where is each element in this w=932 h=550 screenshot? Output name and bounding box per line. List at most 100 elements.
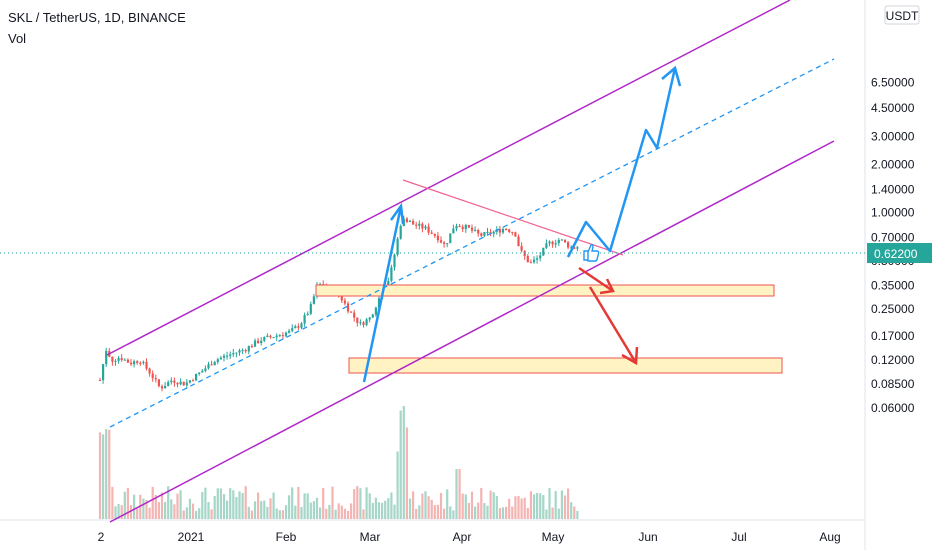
volume-bar: [492, 492, 495, 519]
volume-bar: [247, 506, 250, 519]
candle-body: [114, 360, 117, 362]
current-price-badge: [867, 243, 932, 263]
time-tick-7: Jul: [731, 530, 746, 544]
candle-body: [570, 247, 573, 249]
bearish-arrow-short[interactable]: [578, 266, 614, 293]
volume-bar: [226, 500, 229, 519]
candle-body: [136, 361, 139, 363]
volume-bar: [210, 509, 213, 519]
current-price-text: 0.62200: [874, 247, 918, 261]
time-tick-3: Mar: [360, 530, 381, 544]
currency-box[interactable]: [884, 5, 920, 25]
candle-body: [244, 350, 247, 352]
candle-body: [204, 368, 207, 371]
bullish-path-arrow[interactable]: [566, 67, 677, 258]
candle-body: [148, 368, 151, 374]
volume-bar: [449, 506, 452, 519]
candle-body: [257, 340, 260, 343]
volume-bar: [495, 496, 498, 519]
volume-bar: [111, 486, 114, 519]
time-tick-1: 2021: [178, 530, 205, 544]
candle-body: [133, 361, 136, 365]
channel-upper-line[interactable]: [106, 0, 791, 356]
volume-bar: [421, 493, 424, 519]
volume-bar: [464, 494, 467, 519]
candle-body: [433, 233, 436, 236]
time-tick-8: Aug: [819, 530, 840, 544]
volume-bar: [455, 469, 458, 519]
volume-bar: [105, 429, 108, 519]
candle-body: [470, 227, 474, 231]
volume-bar: [229, 488, 232, 519]
candle-body: [226, 355, 229, 357]
volume-bar: [257, 492, 260, 519]
volume-bar: [532, 494, 536, 519]
volume-bar: [377, 502, 381, 519]
volume-bar: [309, 502, 312, 519]
candle-body: [139, 362, 142, 364]
time-axis[interactable]: 2 2021 Feb Mar Apr May Jun Jul Aug: [98, 530, 841, 544]
resistance-line[interactable]: [402, 179, 624, 256]
candle-body: [551, 241, 554, 245]
volume-bar: [204, 487, 207, 519]
volume-bar: [195, 511, 198, 519]
volume-bar: [241, 493, 244, 519]
volume-bar: [129, 505, 133, 519]
volume-bar: [508, 498, 511, 519]
volume-bar: [331, 486, 334, 519]
candle-body: [498, 229, 501, 233]
volume-bar: [405, 427, 408, 519]
candle-body: [365, 319, 368, 325]
volume-bar: [263, 500, 266, 519]
volume-bar: [554, 491, 557, 519]
volume-bar: [415, 508, 418, 519]
volume-bar: [439, 492, 443, 519]
volume-bar: [381, 502, 384, 519]
volume-bar: [399, 410, 402, 519]
candle-body: [545, 243, 548, 248]
price-tick-3: 2.00000: [871, 158, 915, 172]
plot-area[interactable]: [0, 0, 865, 520]
candle-body: [480, 233, 483, 236]
volume-bar: [560, 490, 563, 519]
candle-body: [511, 232, 514, 233]
volume-bar: [176, 493, 179, 519]
volume-bar: [322, 487, 325, 519]
volume-bar: [489, 490, 492, 519]
candle-body: [532, 259, 536, 263]
bearish-arrow-long[interactable]: [588, 286, 638, 364]
candle-body: [362, 322, 365, 325]
candle-body: [160, 386, 164, 389]
time-tick-5: May: [542, 530, 565, 544]
volume-bar: [505, 506, 508, 519]
support-zone-lower[interactable]: [348, 357, 783, 374]
candle-body: [415, 224, 418, 226]
candle-body: [359, 322, 362, 324]
candle-body: [229, 354, 232, 356]
candle-body: [173, 380, 176, 383]
candle-body: [486, 231, 489, 233]
price-tick-12: 0.08500: [871, 377, 915, 391]
candle-body: [198, 372, 201, 374]
candle-body: [387, 280, 390, 289]
volume-bar: [536, 493, 539, 519]
volume-bar: [408, 498, 412, 519]
volume-bar: [356, 486, 359, 519]
volume-bar: [260, 501, 263, 519]
volume-bar: [430, 499, 433, 519]
volume-bar: [480, 487, 483, 519]
volume-bar: [213, 496, 216, 519]
channel-lower-line[interactable]: [109, 140, 835, 523]
rally-arrow-line[interactable]: [362, 205, 403, 383]
candle-body: [188, 380, 191, 383]
candle-body: [284, 332, 288, 336]
candle-body: [260, 340, 263, 343]
volume-bar: [412, 491, 415, 519]
volume-bar: [284, 505, 288, 519]
channel-midline[interactable]: [109, 58, 835, 428]
candle-body: [343, 300, 346, 304]
support-zone-upper[interactable]: [315, 284, 775, 297]
candle-body: [520, 246, 523, 251]
volume-bar: [179, 490, 182, 519]
